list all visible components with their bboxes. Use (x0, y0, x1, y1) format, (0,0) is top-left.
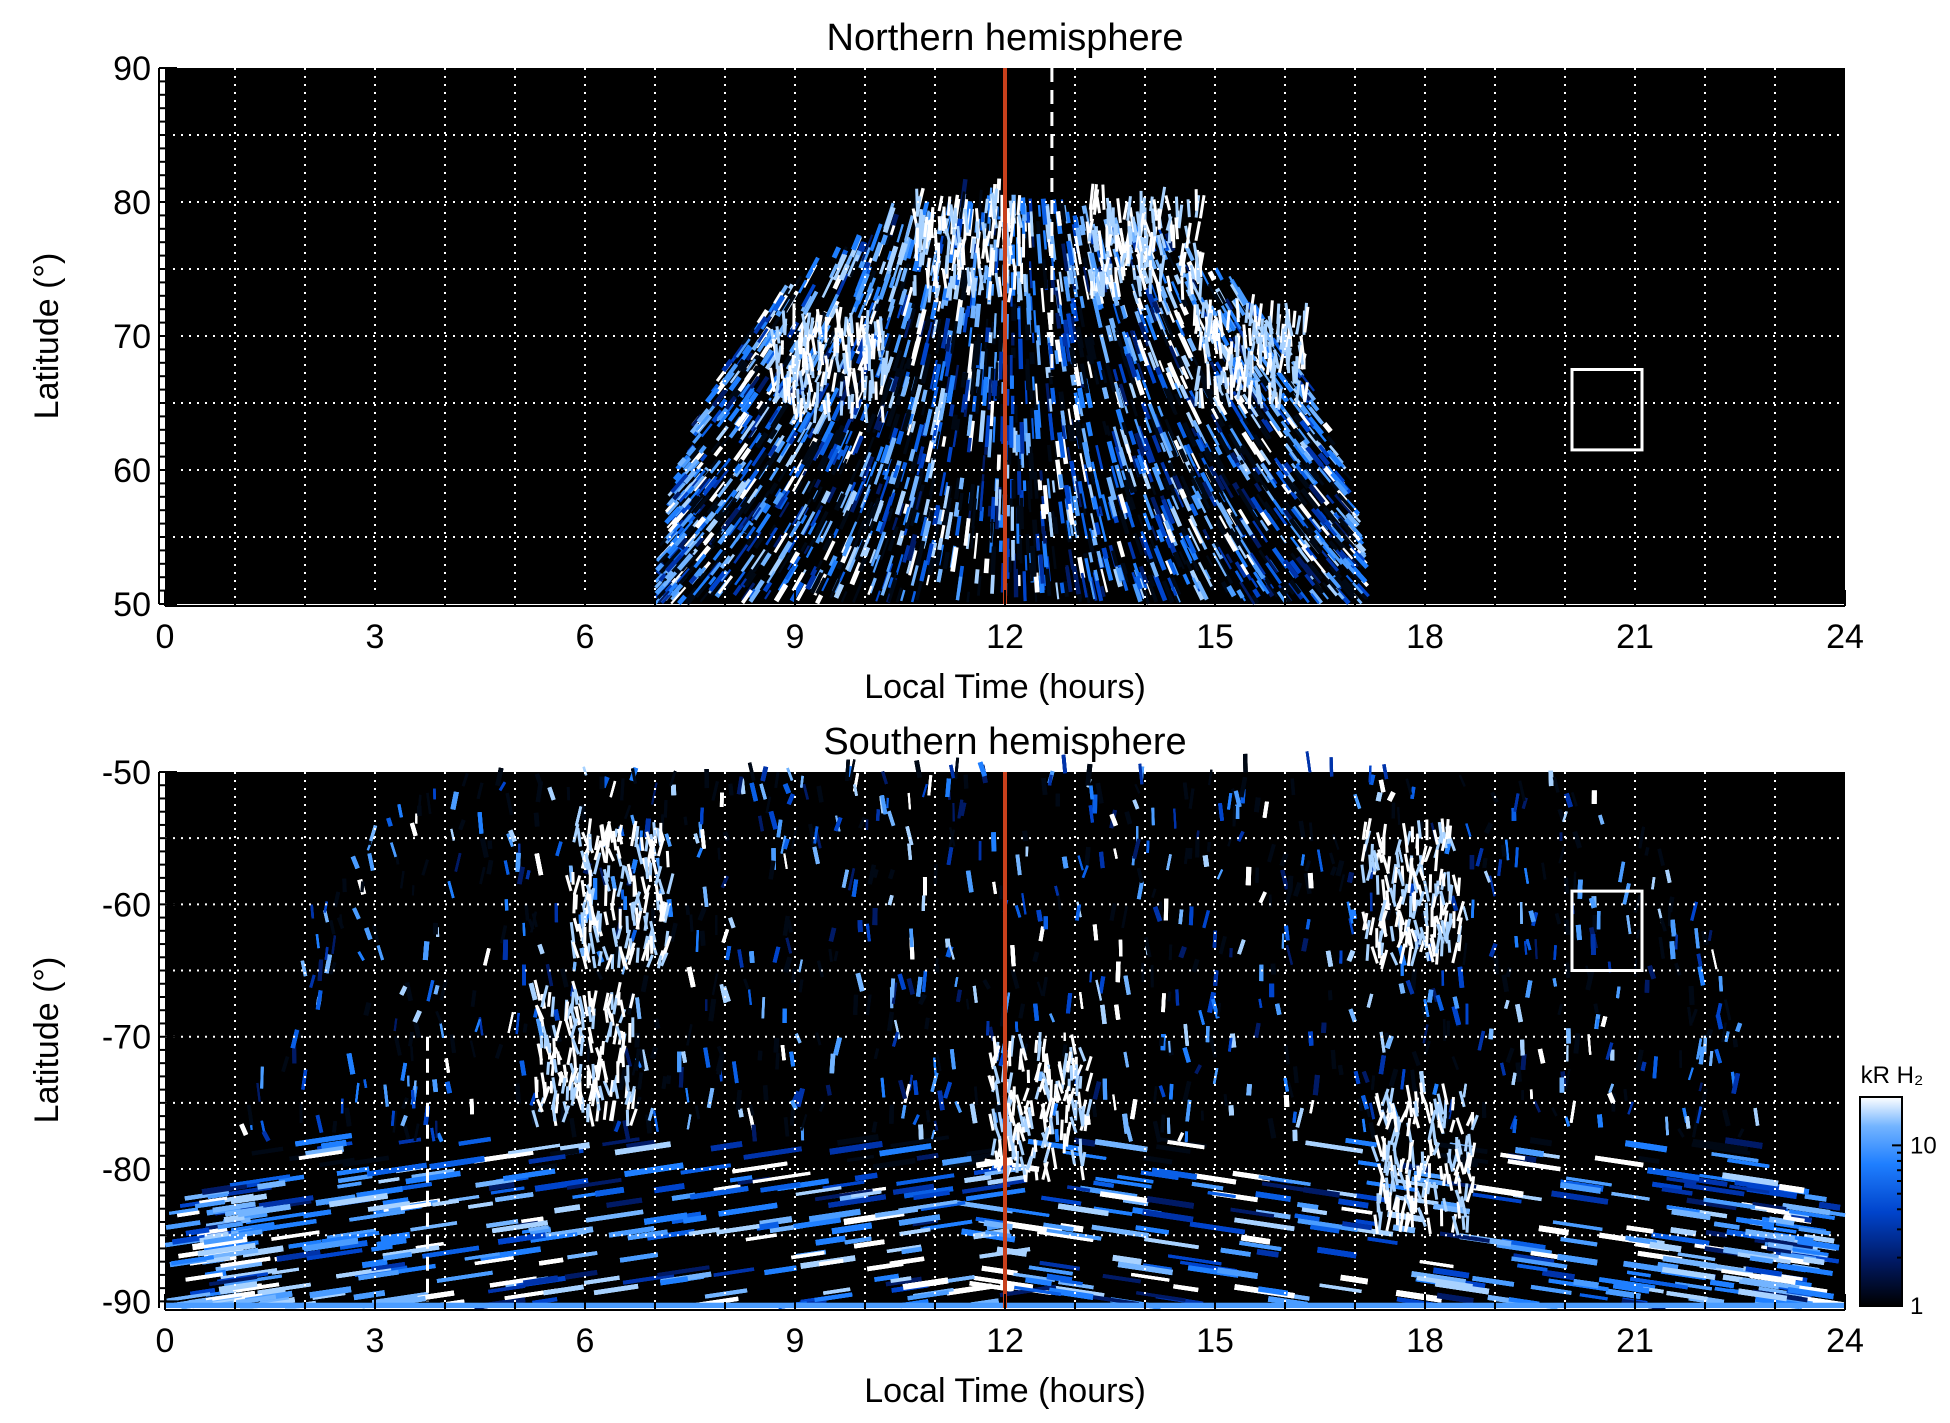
southern-title: Southern hemisphere (823, 721, 1186, 763)
southern-y-axis: -90 -80 -70 -60 -50 (102, 754, 177, 1321)
x-tick-label: 3 (366, 1322, 385, 1360)
x-tick-label: 0 (156, 618, 175, 656)
y-tick-label: -80 (102, 1151, 151, 1189)
southern-grid (165, 772, 1845, 1308)
y-tick-label: -70 (102, 1019, 151, 1057)
northern-plot-area (165, 68, 1845, 606)
northern-y-axis: 50 60 70 80 90 (113, 50, 177, 624)
northern-panel: Northern hemisphere 50 60 70 80 90 0 3 6 9 12 15 1… (28, 17, 1864, 706)
southern-overlays (426, 772, 1644, 1308)
x-tick-label: 24 (1826, 618, 1864, 656)
y-tick-label: 80 (113, 184, 151, 222)
y-tick-label: -50 (102, 754, 151, 792)
northern-overlays (1003, 68, 1644, 604)
southern-ylabel: Latitude (°) (28, 957, 66, 1124)
y-tick-label: -90 (102, 1283, 151, 1321)
southern-xlabel: Local Time (hours) (864, 1372, 1146, 1410)
reference-box (1570, 368, 1644, 452)
x-tick-label: 0 (156, 1322, 175, 1360)
x-tick-label: 15 (1196, 618, 1234, 656)
x-tick-label: 9 (786, 1322, 805, 1360)
southern-plot-area (165, 751, 1846, 1311)
x-tick-label: 21 (1616, 1322, 1654, 1360)
southern-emission (165, 751, 1846, 1311)
colorbar-label: kR H₂ (1861, 1062, 1924, 1089)
southern-panel: Southern hemisphere -90 -80 -70 -60 -50 0 3 6 9… (28, 721, 1864, 1410)
x-tick-label: 12 (986, 618, 1024, 656)
colorbar-ticks: 1 10 (1892, 1096, 1937, 1320)
x-tick-label: 9 (786, 618, 805, 656)
northern-title: Northern hemisphere (827, 17, 1184, 59)
x-tick-label: 21 (1616, 618, 1654, 656)
colorbar-tick-label: 10 (1910, 1132, 1937, 1159)
northern-ylabel: Latitude (°) (28, 253, 66, 420)
colorbar-tick-label: 1 (1910, 1293, 1923, 1320)
x-tick-label: 6 (576, 1322, 595, 1360)
x-tick-label: 3 (366, 618, 385, 656)
northern-xlabel: Local Time (hours) (864, 668, 1146, 706)
reference-box (1570, 889, 1644, 973)
x-tick-label: 15 (1196, 1322, 1234, 1360)
colorbar-gradient (1859, 1096, 1903, 1307)
northern-emission (654, 178, 1370, 606)
southern-x-axis: 0 3 6 9 12 15 18 21 24 (156, 1294, 1864, 1360)
x-tick-label: 24 (1826, 1322, 1864, 1360)
y-tick-label: 60 (113, 452, 151, 490)
y-tick-label: 70 (113, 318, 151, 356)
x-tick-label: 18 (1406, 1322, 1444, 1360)
y-tick-label: 50 (113, 586, 151, 624)
northern-x-axis: 0 3 6 9 12 15 18 21 24 (156, 590, 1864, 656)
x-tick-label: 12 (986, 1322, 1024, 1360)
x-tick-label: 6 (576, 618, 595, 656)
y-tick-label: -60 (102, 886, 151, 924)
y-tick-label: 90 (113, 50, 151, 88)
x-tick-label: 18 (1406, 618, 1444, 656)
colorbar: kR H₂ 1 10 (1859, 1062, 1937, 1320)
